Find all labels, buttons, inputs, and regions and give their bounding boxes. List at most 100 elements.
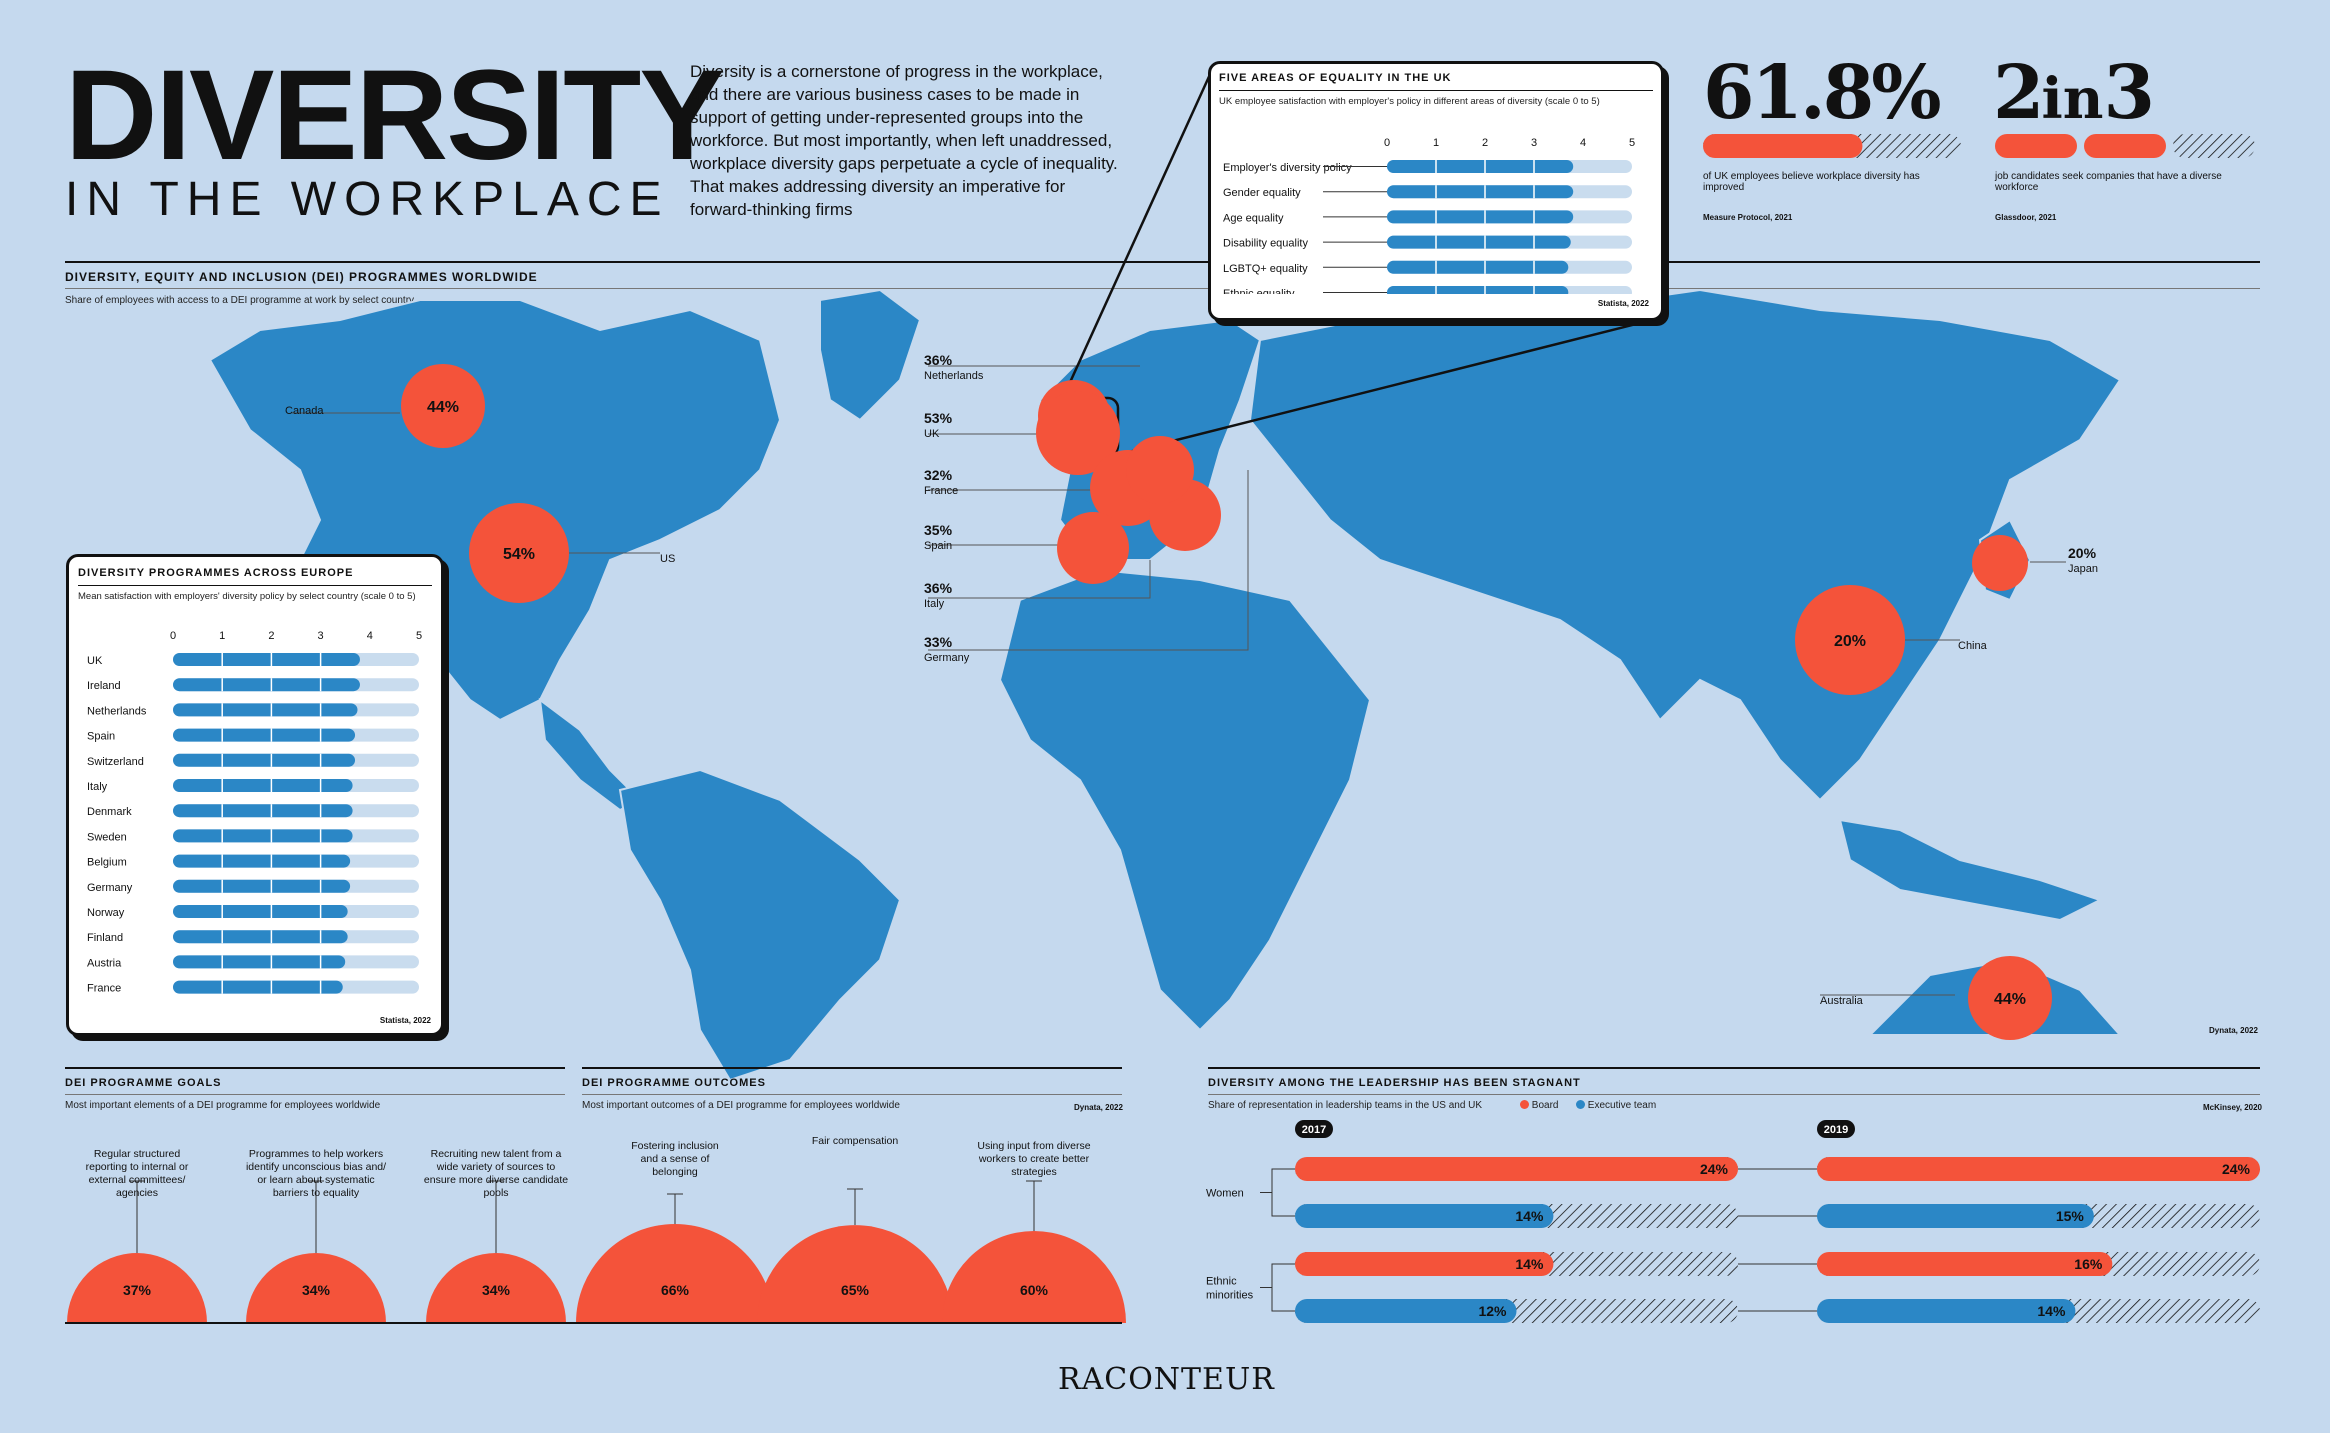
year-label: 2019 (1824, 1124, 1848, 1136)
group-label: Women (1206, 1188, 1244, 1200)
year-label: 2017 (1302, 1124, 1326, 1136)
europe-bars-chart: 0 1 2 3 4 5 UK Ireland Netherlands Spain Switzerla… (87, 630, 422, 995)
map-value-germany: 33% (924, 634, 953, 650)
map-label-germany: Germany (924, 652, 970, 664)
legend-executive: Executive team (1576, 1100, 1656, 1111)
outcomes-source: Dynata, 2022 (1074, 1103, 1123, 1112)
leadership-bar (1817, 1157, 2260, 1181)
goals-title: DEI PROGRAMME GOALS (65, 1077, 222, 1089)
stat-uk-improved-text: of UK employees believe workplace divers… (1703, 171, 1920, 193)
category-label: Finland (87, 932, 123, 944)
tick-label: 5 (416, 630, 422, 642)
bubble-spain (1057, 512, 1129, 584)
category-label: Ethnic equality (1223, 288, 1295, 294)
uk-panel-subtitle: UK employee satisfaction with employer's… (1219, 96, 1600, 107)
category-label: France (87, 983, 121, 995)
category-label: Employer's diversity policy (1223, 162, 1352, 174)
outcomes-divider (582, 1067, 1122, 1069)
stat-candidates-value: 2in3 (1993, 50, 2155, 136)
intro-text: Diversity is a cornerstone of progress i… (690, 62, 1118, 219)
uk-panel-rule (1219, 90, 1653, 91)
map-section-title: DIVERSITY, EQUITY AND INCLUSION (DEI) PR… (65, 270, 538, 284)
group-bracket (1260, 1263, 1295, 1312)
category-label: Austria (87, 957, 122, 969)
tick-label: 4 (367, 630, 373, 642)
outcomes-title: DEI PROGRAMME OUTCOMES (582, 1077, 766, 1089)
leadership-value: 24% (2222, 1161, 2251, 1177)
bar (173, 804, 353, 818)
semicircle-value: 37% (123, 1282, 152, 1298)
tick-label: 1 (1433, 137, 1439, 149)
category-label: Sweden (87, 831, 127, 843)
leadership-bar (1295, 1204, 1554, 1228)
stat-uk-improved-value: 61.8% (1703, 50, 1942, 136)
bar (173, 678, 360, 692)
leadership-value: 14% (2037, 1303, 2066, 1319)
goals-subtitle: Most important elements of a DEI program… (65, 1100, 381, 1111)
semicircle (942, 1231, 1126, 1323)
semicircle-value: 66% (661, 1282, 690, 1298)
leadership-chart: 2017 2019 Women Ethnic minorities 24% 24% 14% 15… (1206, 1120, 2260, 1323)
group-label: Ethnic (1206, 1276, 1237, 1288)
semicircle-caption: Programmes to help workers identify unco… (245, 1148, 387, 1199)
map-label-france: France (924, 485, 959, 497)
semicircle (246, 1253, 386, 1323)
map-label-canada: Canada (285, 405, 324, 417)
category-label: Belgium (87, 857, 127, 869)
uk-bars-chart: 0 1 2 3 4 5 Employer's diversity policy Gender … (1223, 137, 1635, 294)
bubble-us (469, 503, 569, 603)
tick-label: 1 (219, 630, 225, 642)
map-source: Dynata, 2022 (2209, 1026, 2258, 1035)
map-label-australia: Australia (1820, 995, 1863, 1007)
map-value-france: 32% (924, 467, 953, 483)
uk-equality-panel: FIVE AREAS OF EQUALITY IN THE UK UK empl… (1208, 61, 1664, 321)
map-label-italy: Italy (924, 598, 945, 610)
map-value-italy: 36% (924, 580, 953, 596)
stat-uk-improved-bar (1703, 134, 1961, 158)
raconteur-logo: RACONTEUR (1058, 1362, 1275, 1397)
map-value-japan: 20% (2068, 545, 2097, 561)
category-label: Denmark (87, 806, 132, 818)
asia-landmass (1248, 288, 2122, 802)
bar (173, 879, 351, 893)
category-label: LGBTQ+ equality (1223, 263, 1308, 275)
leadership-bar (1817, 1299, 2076, 1323)
category-label: Germany (87, 882, 133, 894)
group-bracket (1260, 1168, 1295, 1217)
leadership-bar (1295, 1252, 1554, 1276)
category-label: Netherlands (87, 705, 147, 717)
bubble-label-australia: 44% (1994, 991, 2026, 1008)
leadership-value: 12% (1478, 1303, 1507, 1319)
tick-label: 3 (318, 630, 324, 642)
tick-label: 0 (1384, 137, 1390, 149)
bar (1387, 210, 1574, 224)
outcomes-rule (582, 1094, 1122, 1095)
year-badge (1817, 1120, 1855, 1138)
bubble-germany (1126, 436, 1194, 504)
category-label: Disability equality (1223, 238, 1308, 250)
europe-panel-title: DIVERSITY PROGRAMMES ACROSS EUROPE (78, 567, 354, 579)
stat-uk-improved-source: Measure Protocol, 2021 (1703, 213, 1793, 222)
uk-panel-title: FIVE AREAS OF EQUALITY IN THE UK (1219, 72, 1452, 84)
stat-candidates-bar (1995, 134, 2255, 158)
leadership-bar (1817, 1252, 2113, 1276)
category-label: Age equality (1223, 212, 1284, 224)
bar (173, 905, 348, 918)
semicircle-value: 34% (482, 1282, 511, 1298)
leadership-value: 24% (1700, 1161, 1729, 1177)
semicircle-charts: 37% 34% 34% 66% 65% 60% (65, 1180, 1126, 1324)
leadership-value: 15% (2056, 1208, 2085, 1224)
category-label: Spain (87, 731, 115, 743)
bar (173, 753, 356, 767)
bubble-japan (1972, 535, 2028, 591)
europe-programmes-panel: DIVERSITY PROGRAMMES ACROSS EUROPE Mean … (66, 554, 444, 1036)
semicircle-caption: Recruiting new talent from a wide variet… (423, 1148, 569, 1199)
bar (173, 703, 358, 717)
goals-rule (65, 1094, 565, 1095)
bar (1387, 185, 1574, 199)
semicircle-caption: Fostering inclusion and a sense of belon… (631, 1140, 719, 1178)
leadership-source: McKinsey, 2020 (2203, 1103, 2262, 1112)
bar (173, 653, 360, 666)
semicircle (426, 1253, 566, 1323)
